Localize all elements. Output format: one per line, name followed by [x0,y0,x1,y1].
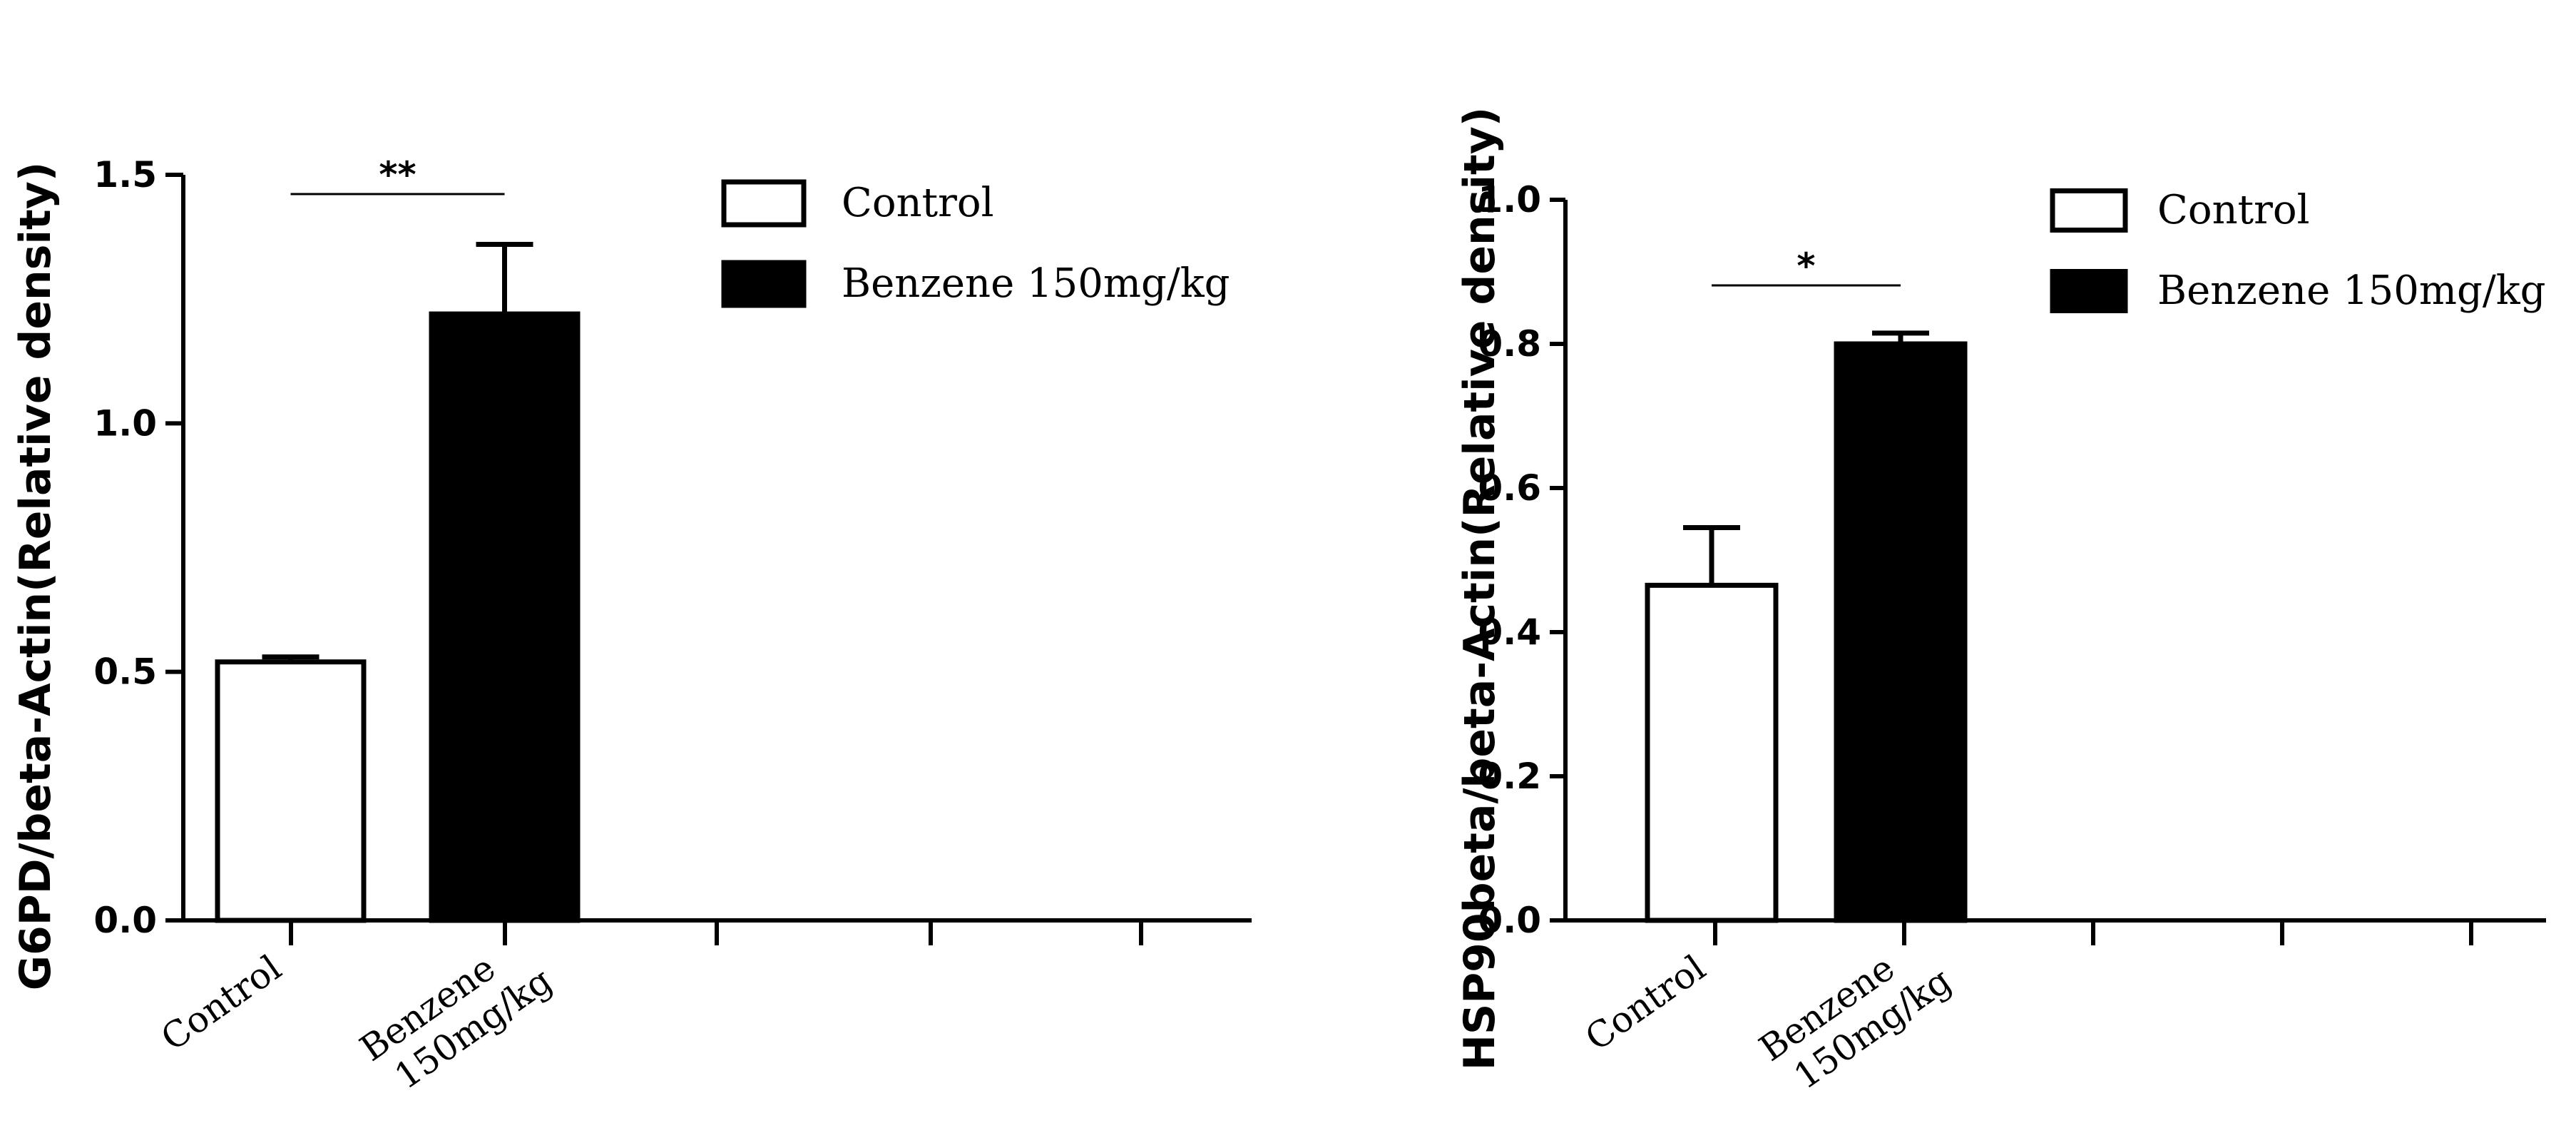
y-tick-label: 1.0 [1478,179,1541,220]
legend-label: Control [2157,187,2310,233]
y-tick-label: 0.0 [93,900,157,941]
y-tick-label: 0.6 [1478,467,1541,509]
significance-marker: ** [379,154,416,195]
x-category-line: Control [1578,947,1712,1059]
legend-label: Benzene 150mg/kg [842,260,1230,307]
legend-label: Benzene 150mg/kg [2157,268,2546,314]
panel-g6pd: 0.0 0.5 1.0 1.5 G6PD/beta-Actin(Relative den… [11,154,1252,1097]
panel-hsp90beta: 0.0 0.2 0.4 0.6 0.8 1.0HSP90beta/beta-Actin(R… [1455,107,2546,1097]
legend-swatch [2050,269,2128,313]
bar-benzene-150mg-kg [1834,341,1968,923]
bar-control [215,659,367,923]
y-axis-title: G6PD/beta-Actin(Relative density) [11,162,61,991]
legend-label: Control [842,180,994,226]
legend-swatch [2050,188,2128,233]
x-category-line: Control [153,947,288,1059]
x-category-label: Control [1578,947,1712,1059]
legend-swatch [721,260,807,308]
y-tick-label: 1.0 [93,402,157,444]
y-tick-label: 0.5 [93,651,157,693]
y-axis-title: HSP90beta/beta-Actin(Relative density) [1455,107,1505,1070]
y-tick-label: 0.0 [1478,900,1541,941]
y-tick-label: 0.4 [1478,611,1541,653]
y-tick-label: 0.2 [1478,756,1541,797]
significance-marker: * [1796,245,1815,287]
y-tick-label: 0.8 [1478,323,1541,365]
y-tick-label: 1.5 [93,154,157,195]
bar-benzene-150mg-kg [429,311,581,923]
bar-control [1645,582,1779,923]
legend-swatch [721,179,807,228]
x-category-label: Control [153,947,288,1059]
